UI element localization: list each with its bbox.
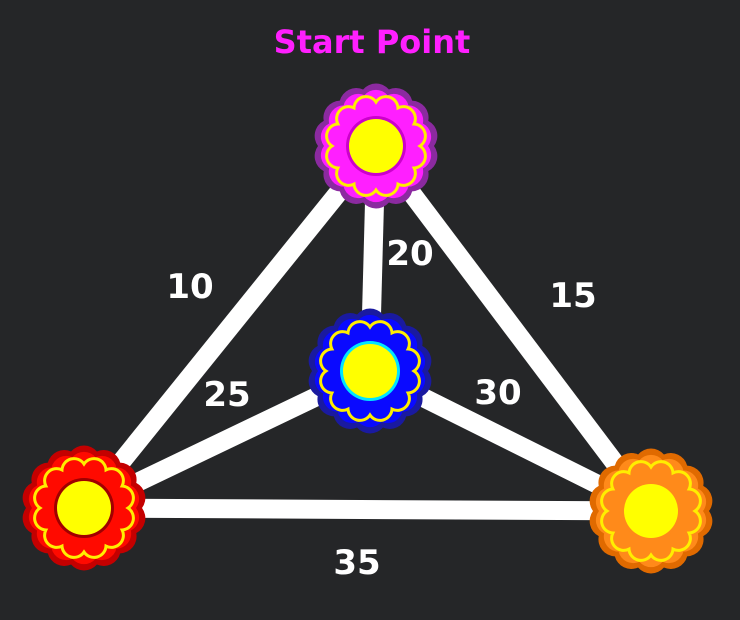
flower-center <box>624 484 678 538</box>
flower-node-left <box>22 445 146 571</box>
edge-weight-center-left: 25 <box>203 375 250 415</box>
flower-center <box>57 481 111 535</box>
edge-left-right <box>83 498 652 521</box>
flower-node-right <box>589 448 713 574</box>
edge-weight-left-right: 35 <box>333 543 380 583</box>
flower-center <box>349 119 403 173</box>
edge-labels-layer: 10 15 20 25 30 35 <box>166 234 596 583</box>
edge-weight-top-right: 15 <box>549 276 596 316</box>
title: Start Point <box>274 23 471 61</box>
flower-node-top <box>314 83 438 209</box>
edge-top-left <box>76 140 384 514</box>
flower-center <box>343 344 397 398</box>
edge-weight-center-right: 30 <box>474 373 521 413</box>
flower-petal-outline <box>33 457 135 559</box>
flower-petal-outline <box>600 460 702 562</box>
flower-node-center <box>308 308 432 434</box>
flower-petal-outline <box>325 95 427 197</box>
edge-top-right <box>368 140 659 517</box>
edge-weight-top-center: 20 <box>386 234 433 274</box>
nodes-layer <box>22 83 713 574</box>
edge-weight-top-left: 10 <box>166 267 213 307</box>
flower-petal-outline <box>319 320 421 422</box>
